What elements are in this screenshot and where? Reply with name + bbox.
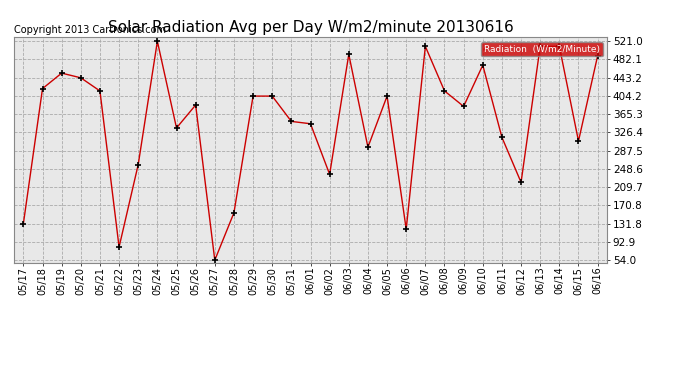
Legend: Radiation  (W/m2/Minute): Radiation (W/m2/Minute) <box>481 42 602 56</box>
Text: Copyright 2013 Cartronics.com: Copyright 2013 Cartronics.com <box>14 25 166 35</box>
Title: Solar Radiation Avg per Day W/m2/minute 20130616: Solar Radiation Avg per Day W/m2/minute … <box>108 20 513 35</box>
